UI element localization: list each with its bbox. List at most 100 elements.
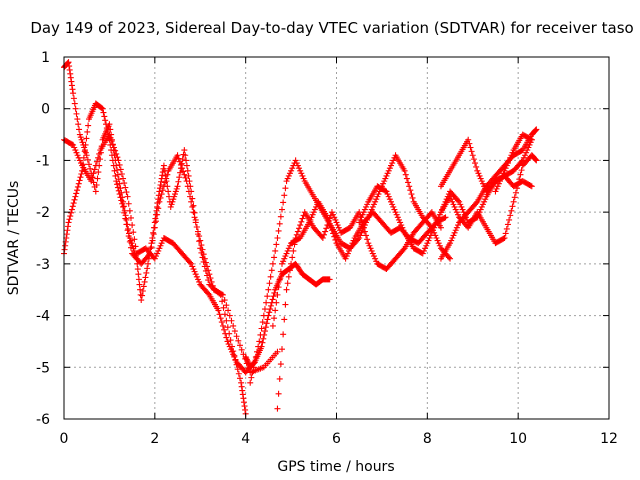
data-point <box>83 152 90 159</box>
data-point <box>73 149 80 156</box>
data-point <box>75 154 82 161</box>
data-point <box>501 167 508 174</box>
data-point <box>279 346 285 353</box>
data-point <box>512 189 519 196</box>
data-point <box>234 366 241 373</box>
data-point <box>280 258 287 265</box>
data-point <box>503 162 510 169</box>
data-point <box>274 348 281 355</box>
data-point <box>289 165 296 172</box>
data-point <box>528 136 535 143</box>
data-point <box>231 328 238 335</box>
data-point <box>77 174 84 181</box>
data-point <box>102 117 109 124</box>
data-point <box>218 319 225 326</box>
data-point <box>447 193 454 200</box>
data-point <box>285 172 292 179</box>
data-point <box>283 178 290 185</box>
data-point <box>372 255 379 262</box>
data-point <box>502 165 509 172</box>
x-tick-label: 0 <box>60 431 69 447</box>
data-point <box>158 240 165 247</box>
data-point <box>369 203 376 210</box>
data-point <box>451 203 458 210</box>
data-point <box>108 152 115 159</box>
data-point <box>123 189 130 196</box>
data-point <box>114 154 121 161</box>
data-point <box>218 291 225 298</box>
data-point <box>101 113 108 120</box>
data-point <box>120 203 127 210</box>
data-point <box>83 135 90 142</box>
data-point <box>103 121 110 128</box>
data-point <box>478 203 485 210</box>
data-point <box>453 209 460 216</box>
data-point <box>180 168 187 175</box>
data-point <box>507 212 514 219</box>
x-tick-label: 2 <box>150 431 159 447</box>
data-point <box>507 154 514 161</box>
data-point <box>348 242 355 249</box>
data-point <box>330 230 337 237</box>
data-point <box>137 291 144 298</box>
data-point <box>162 179 169 186</box>
data-point <box>392 209 399 216</box>
data-point <box>94 175 101 182</box>
data-point <box>151 224 158 231</box>
data-point <box>390 203 397 210</box>
data-point <box>207 275 214 282</box>
data-point <box>370 253 377 260</box>
data-point <box>394 214 401 221</box>
data-point <box>269 260 276 267</box>
data-point <box>143 269 150 276</box>
data-point <box>393 211 400 218</box>
data-point <box>274 405 281 412</box>
data-point <box>255 343 262 350</box>
data-point <box>518 167 525 174</box>
data-point <box>288 260 295 267</box>
data-point <box>509 149 516 156</box>
data-point <box>521 152 528 159</box>
data-point <box>449 235 456 241</box>
data-point <box>271 254 278 261</box>
data-point <box>121 209 128 216</box>
data-point <box>122 215 129 222</box>
data-point <box>388 198 394 205</box>
data-point <box>226 312 233 319</box>
data-point <box>244 357 251 364</box>
data-point <box>183 162 190 169</box>
data-point <box>259 339 266 346</box>
data-point <box>168 201 175 208</box>
y-tick-label: 1 <box>41 50 50 66</box>
data-point <box>182 174 189 181</box>
data-point <box>433 235 440 241</box>
data-point <box>127 237 134 244</box>
data-point <box>361 228 368 235</box>
x-tick-label: 8 <box>423 431 432 447</box>
data-point <box>532 156 539 163</box>
data-point <box>179 156 186 163</box>
data-point <box>370 201 377 208</box>
data-point <box>189 263 196 270</box>
data-point <box>68 141 75 148</box>
grid <box>64 57 609 419</box>
data-point <box>187 259 194 266</box>
data-point <box>479 201 486 208</box>
data-point <box>465 136 472 143</box>
data-point <box>283 250 290 257</box>
data-point <box>267 306 274 313</box>
data-point <box>193 273 200 280</box>
data-point <box>319 235 326 241</box>
data-point <box>221 326 228 333</box>
data-point <box>247 379 254 386</box>
data-point <box>154 203 161 210</box>
data-point <box>72 105 79 112</box>
data-point <box>310 209 317 216</box>
data-point <box>283 286 290 293</box>
data-point <box>159 172 166 179</box>
data-point <box>156 198 163 205</box>
data-point <box>82 149 89 156</box>
data-point <box>219 298 226 305</box>
data-point <box>517 171 524 178</box>
data-point <box>226 343 233 350</box>
